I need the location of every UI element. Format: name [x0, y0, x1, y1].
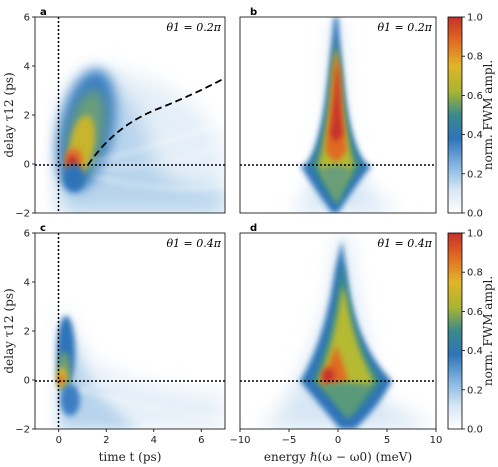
panel-d-xlabel: energy ℏ(ω − ω0) (meV)	[264, 450, 412, 464]
colorbar-top-gradient	[447, 16, 463, 214]
panel-c: c θ1 = 0.4π −2 0 2 4 6 0 2 4 6 delay τ12 (ps) t…	[2, 223, 226, 464]
panel-c-xtick-label: 6	[198, 435, 204, 446]
panel-d: d θ1 = 0.4π −10 −5 0 5 10 energy ℏ(ω − ω0) (…	[229, 223, 442, 464]
colorbar-bottom-tick-label: 0.6	[467, 307, 483, 318]
panel-c-y-ticks: −2 0 2 4 6	[15, 229, 35, 436]
panel-d-annotation: θ1 = 0.4π	[377, 237, 432, 250]
colorbar-top-tick-label: 0.8	[467, 52, 483, 63]
panel-b-annotation: θ1 = 0.2π	[377, 21, 432, 34]
panel-b-label: b	[250, 7, 257, 18]
colorbar-bottom-label: norm. FWM ampl.	[481, 276, 495, 386]
colorbar-bottom-tick-label: 1.0	[467, 229, 483, 240]
panel-c-annotation: θ1 = 0.4π	[166, 237, 221, 250]
colorbar-bottom-tick-label: 0.4	[467, 346, 483, 357]
panel-b-heatmap	[290, 17, 400, 213]
panel-c-label: c	[40, 223, 46, 234]
panel-a-ytick-label: 2	[24, 111, 30, 122]
colorbar-top-tick-label: 1.0	[467, 13, 483, 24]
panel-d-x-ticks: −10 −5 0 5 10	[229, 429, 442, 446]
panel-d-label: d	[250, 223, 257, 234]
colorbar-top-tick-label: 0.2	[467, 169, 483, 180]
panel-d-xtick-label: 0	[335, 435, 341, 446]
panel-a-ytick-label: 0	[24, 160, 30, 171]
colorbar-top: 0.0 0.2 0.4 0.6 0.8 1.0 norm. FWM ampl.	[447, 13, 495, 220]
panel-c-heatmap	[57, 300, 225, 429]
colorbar-top-tick-label: 0.0	[467, 209, 483, 220]
panel-a-dashed-curve	[87, 77, 226, 166]
panel-d-xtick-label: 10	[430, 435, 443, 446]
colorbar-top-tick-label: 0.4	[467, 130, 483, 141]
colorbar-bottom: 0.0 0.2 0.4 0.6 0.8 1.0 norm. FWM ampl.	[447, 229, 495, 436]
panel-a: a θ1 = 0.2π −2 0 2 4 6 delay τ12 (ps)	[2, 7, 226, 220]
colorbar-top-label: norm. FWM ampl.	[481, 60, 495, 170]
panel-d-xtick-label: −10	[229, 435, 250, 446]
panel-c-ylabel: delay τ12 (ps)	[2, 288, 16, 373]
panel-a-ylabel: delay τ12 (ps)	[2, 72, 16, 157]
panel-c-ytick-label: 6	[24, 229, 30, 240]
panel-d-heatmap	[260, 233, 436, 429]
panel-a-heatmap	[56, 68, 225, 213]
colorbar-bottom-gradient	[447, 232, 463, 430]
colorbar-bottom-tick-label: 0.0	[467, 425, 483, 436]
panel-a-ytick-label: 6	[24, 13, 30, 24]
panel-c-ytick-label: 2	[24, 327, 30, 338]
panel-d-xtick-label: 5	[384, 435, 390, 446]
panel-b: b θ1 = 0.2π	[239, 7, 437, 214]
panel-a-ytick-label: −2	[15, 209, 30, 220]
panel-c-x-ticks: 0 2 4 6	[56, 429, 204, 446]
panel-c-xtick-label: 4	[151, 435, 157, 446]
panel-d-xtick-label: −5	[282, 435, 297, 446]
panel-b-frame	[239, 16, 437, 214]
colorbar-bottom-tick-label: 0.8	[467, 268, 483, 279]
panel-c-xlabel: time t (ps)	[99, 450, 162, 464]
panel-c-xtick-label: 2	[103, 435, 109, 446]
panel-c-xtick-label: 0	[56, 435, 62, 446]
colorbar-top-ticks: 0.0 0.2 0.4 0.6 0.8 1.0	[462, 13, 483, 220]
panel-a-y-ticks: −2 0 2 4 6	[15, 13, 35, 220]
panel-a-annotation: θ1 = 0.2π	[166, 21, 221, 34]
colorbar-bottom-tick-label: 0.2	[467, 385, 483, 396]
panel-c-ytick-label: 0	[24, 376, 30, 387]
panel-c-ytick-label: 4	[24, 278, 30, 289]
colorbar-bottom-ticks: 0.0 0.2 0.4 0.6 0.8 1.0	[462, 229, 483, 436]
panel-a-ytick-label: 4	[24, 62, 30, 73]
colorbar-top-tick-label: 0.6	[467, 91, 483, 102]
panel-c-ytick-label: −2	[15, 425, 30, 436]
panel-a-label: a	[40, 7, 47, 18]
